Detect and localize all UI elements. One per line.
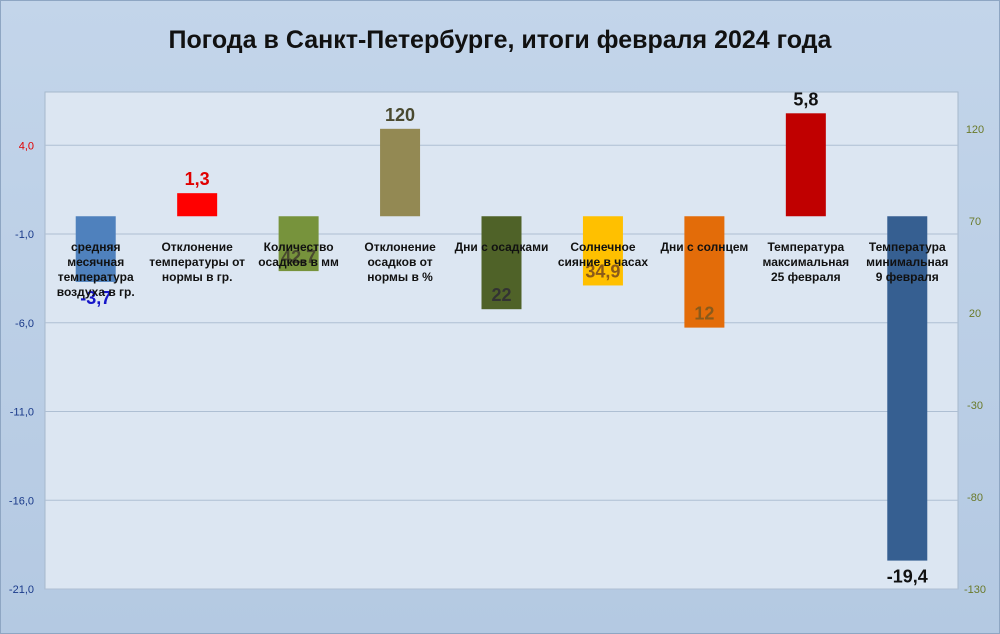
left-axis-tick-label: -6,0 (15, 318, 34, 330)
data-label: -19,4 (887, 567, 928, 587)
left-axis-tick-label: -1,0 (15, 229, 34, 241)
bar (177, 193, 218, 217)
category-label: воздуха в гр. (57, 285, 135, 299)
category-label: Температура (869, 240, 946, 254)
data-label: 120 (385, 105, 415, 125)
data-label: 5,8 (793, 89, 818, 109)
category-label: максимальная (763, 255, 850, 269)
bar (785, 113, 826, 217)
bar (684, 216, 725, 328)
left-axis-tick-label: -11,0 (10, 407, 34, 419)
category-label: 9 февраля (876, 270, 939, 284)
data-label: -3,7 (80, 288, 111, 308)
bar (582, 216, 623, 286)
right-axis-tick-label: -80 (967, 492, 983, 504)
left-axis-tick-label: -21,0 (9, 584, 34, 596)
left-axis-tick-label: -16,0 (9, 495, 34, 507)
category-label: Отклонение (161, 240, 233, 254)
category-label: Дни с солнцем (660, 240, 748, 254)
category-label: 25 февраля (771, 270, 841, 284)
data-label: 12 (694, 304, 714, 324)
category-label: Солнечное (570, 240, 635, 254)
bar (380, 128, 421, 217)
data-label: 42,7 (281, 247, 316, 267)
data-label: 34,9 (585, 261, 620, 281)
category-label: нормы в гр. (162, 270, 233, 284)
category-label: температура (58, 270, 134, 284)
category-label: Дни с осадками (455, 240, 549, 254)
right-axis-tick-label: 70 (969, 216, 981, 228)
category-label: Температура (767, 240, 844, 254)
category-label: сияние в часах (558, 255, 649, 269)
chart-title: Погода в Санкт-Петербурге, итоги февраля… (168, 26, 832, 54)
category-label: осадков от (368, 255, 433, 269)
bar (75, 216, 116, 282)
data-label: 22 (491, 285, 511, 305)
left-axis-tick-label: 4,0 (19, 140, 34, 152)
category-label: нормы в % (367, 270, 433, 284)
right-axis-tick-label: -30 (967, 400, 983, 412)
category-label: температуры от (149, 255, 245, 269)
right-axis-tick-label: 20 (969, 308, 981, 320)
data-label: 1,3 (185, 169, 210, 189)
bar (278, 216, 319, 272)
right-axis-tick-label: 120 (966, 124, 984, 136)
category-label: Количество (264, 240, 334, 254)
category-label: осадков в мм (258, 255, 339, 269)
category-label: Отклонение (364, 240, 436, 254)
category-label: средняя (71, 240, 121, 254)
bar (887, 216, 928, 561)
right-axis-tick-label: -130 (964, 584, 986, 596)
bar (481, 216, 522, 310)
category-label: месячная (67, 255, 124, 269)
category-label: минимальная (866, 255, 948, 269)
